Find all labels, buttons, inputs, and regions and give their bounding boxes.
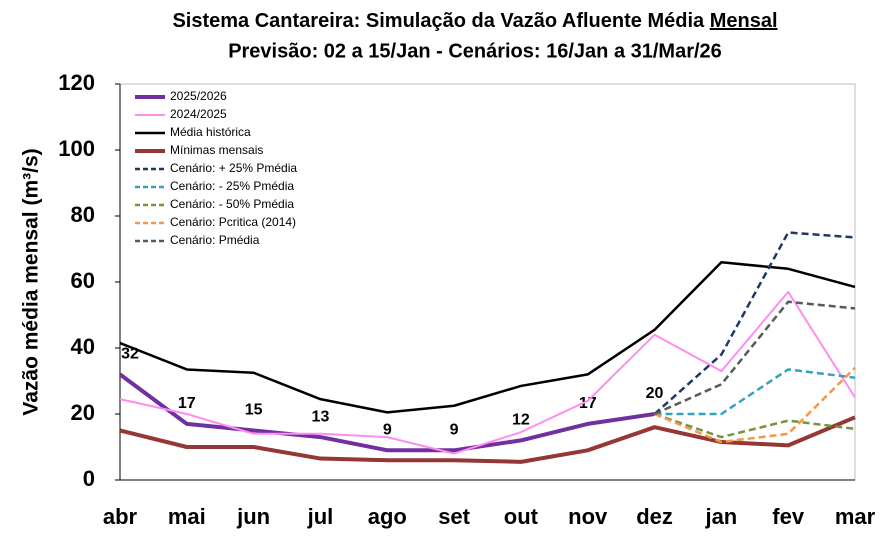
data-label: 20 <box>646 385 664 402</box>
y-tick-label: 20 <box>71 400 95 425</box>
legend-label: Cenário: + 25% Pmédia <box>170 161 297 175</box>
y-axis-label: Vazão média mensal (m³/s) <box>20 148 43 415</box>
legend-label: 2024/2025 <box>170 107 227 121</box>
title-main: Sistema Cantareira: Simulação da Vazão A… <box>172 10 705 32</box>
legend-label: Cenário: - 25% Pmédia <box>170 179 294 193</box>
legend-label: Cenário: Pcritica (2014) <box>170 215 296 229</box>
data-label: 15 <box>245 402 263 419</box>
series-line <box>119 260 856 414</box>
series-line <box>119 290 856 455</box>
x-tick-label: nov <box>568 504 608 529</box>
x-tick-label: dez <box>636 504 673 529</box>
data-label: 17 <box>579 395 597 412</box>
series-line <box>654 366 856 444</box>
x-tick-label: set <box>438 504 470 529</box>
series-line <box>654 412 856 439</box>
x-tick-label: jan <box>704 504 737 529</box>
x-tick-label: jun <box>236 504 270 529</box>
x-tick-label: out <box>504 504 539 529</box>
data-label: 9 <box>450 422 459 439</box>
series-line <box>118 372 655 453</box>
x-tick-label: ago <box>368 504 407 529</box>
y-tick-label: 0 <box>83 466 95 491</box>
y-tick-label: 40 <box>71 334 95 359</box>
legend-label: 2025/2026 <box>170 89 227 103</box>
series-line <box>654 300 856 416</box>
x-tick-label: abr <box>103 504 138 529</box>
chart-title: Sistema Cantareira: Simulação da Vazão A… <box>172 10 777 32</box>
chart-subtitle: Previsão: 02 a 15/Jan - Cenários: 16/Jan… <box>228 40 722 62</box>
title-underlined: Mensal <box>710 10 778 32</box>
x-tick-label: fev <box>772 504 805 529</box>
y-tick-label: 60 <box>71 268 95 293</box>
data-label: 13 <box>312 408 330 425</box>
x-tick-label: jul <box>307 504 334 529</box>
data-label: 12 <box>512 412 530 429</box>
x-tick-label: mar <box>835 504 876 529</box>
legend-label: Mínimas mensais <box>170 143 263 157</box>
data-label: 17 <box>178 395 196 412</box>
data-label: 9 <box>383 422 392 439</box>
series-line <box>653 231 856 415</box>
legend-label: Cenário: Pmédia <box>170 233 260 247</box>
y-tick-label: 120 <box>58 70 95 95</box>
series-line <box>119 415 856 464</box>
series-line <box>654 368 856 416</box>
legend-label: Cenário: - 50% Pmédia <box>170 197 294 211</box>
y-tick-label: 100 <box>58 136 95 161</box>
x-tick-label: mai <box>168 504 206 529</box>
y-tick-label: 80 <box>71 202 95 227</box>
legend-label: Média histórica <box>170 125 251 139</box>
